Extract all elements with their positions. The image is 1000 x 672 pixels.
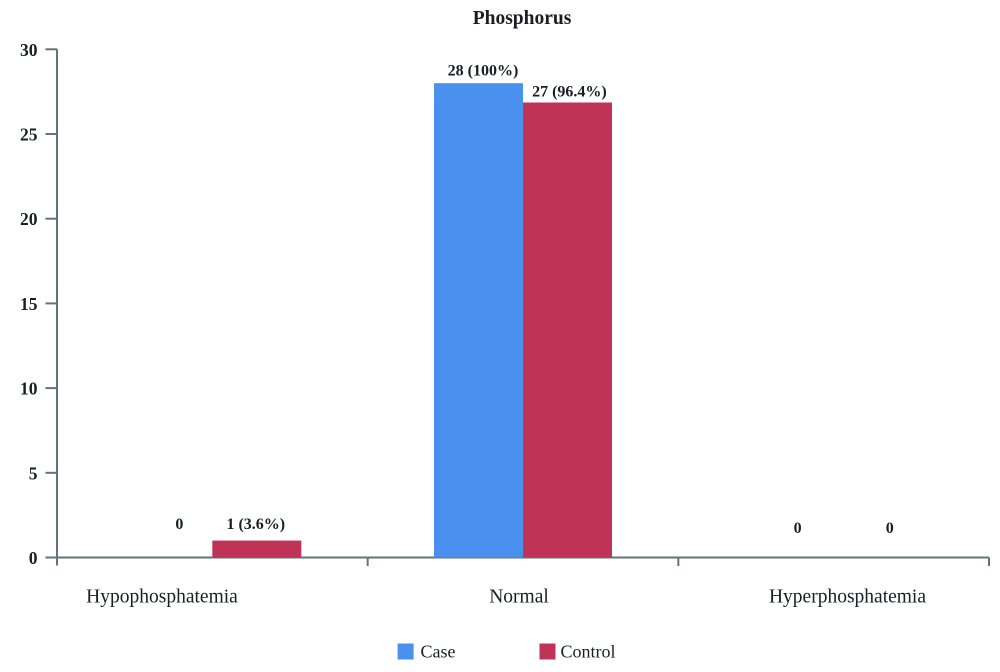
legend-swatch-case	[397, 643, 414, 660]
category-label: Normal	[489, 587, 549, 608]
y-tick-label: 0	[29, 548, 38, 568]
bar-case-normal	[434, 83, 523, 558]
category-label: Hyperphosphatemia	[769, 587, 926, 608]
legend-label-case: Case	[421, 641, 456, 661]
bar-value-label: 1 (3.6%)	[226, 516, 285, 533]
bar-value-label: 0	[886, 520, 894, 537]
bar-control-normal	[523, 102, 612, 558]
bar-value-label: 0	[175, 516, 183, 533]
category-label: Hypophosphatemia	[86, 587, 238, 608]
y-tick-label: 30	[20, 40, 38, 60]
y-tick-label: 25	[20, 125, 38, 145]
y-tick-label: 15	[20, 294, 38, 314]
legend-label-control: Control	[561, 641, 616, 661]
bar-value-label: 28 (100%)	[448, 63, 519, 80]
y-tick-label: 20	[20, 209, 38, 229]
bar-value-label: 0	[794, 520, 802, 537]
bar-value-label: 27 (96.4%)	[532, 84, 607, 101]
y-tick-label: 5	[29, 463, 38, 483]
y-tick-label: 10	[20, 379, 38, 399]
bar-control-hypophosphatemia	[212, 540, 302, 558]
chart-title: Phosphorus	[473, 8, 572, 29]
legend-swatch-control	[539, 643, 556, 660]
